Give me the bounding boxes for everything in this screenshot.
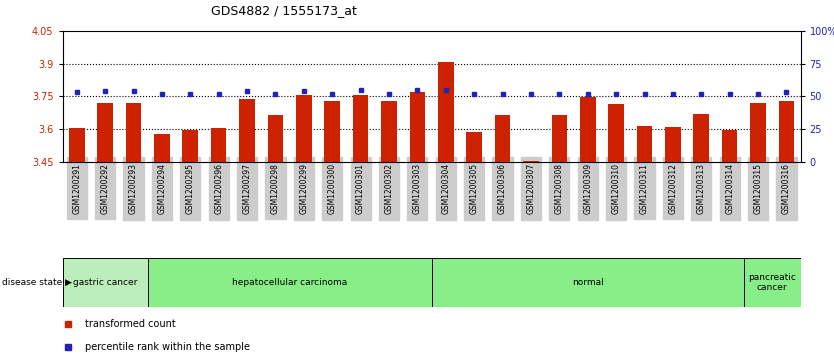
Text: percentile rank within the sample: percentile rank within the sample xyxy=(85,342,250,352)
Bar xyxy=(148,258,432,307)
Bar xyxy=(183,130,198,162)
Bar xyxy=(523,161,539,162)
Text: hepatocellular carcinoma: hepatocellular carcinoma xyxy=(232,278,347,287)
Text: disease state ▶: disease state ▶ xyxy=(2,278,72,287)
Bar xyxy=(69,128,84,162)
Bar xyxy=(98,103,113,162)
Text: pancreatic
cancer: pancreatic cancer xyxy=(748,273,796,292)
Bar xyxy=(608,104,624,162)
Bar xyxy=(580,97,595,162)
Text: transformed count: transformed count xyxy=(85,319,176,329)
Bar xyxy=(636,126,652,162)
Bar xyxy=(665,127,681,162)
Bar xyxy=(722,130,737,162)
Bar xyxy=(381,101,397,162)
Bar xyxy=(268,115,284,162)
Bar xyxy=(438,62,454,162)
Bar xyxy=(409,92,425,162)
Bar xyxy=(239,99,255,162)
Bar xyxy=(466,132,482,162)
Bar xyxy=(744,258,801,307)
Bar xyxy=(551,115,567,162)
Bar xyxy=(751,103,766,162)
Bar xyxy=(63,258,148,307)
Text: normal: normal xyxy=(572,278,604,287)
Text: gastric cancer: gastric cancer xyxy=(73,278,138,287)
Bar xyxy=(694,114,709,162)
Bar xyxy=(126,103,141,162)
Bar xyxy=(353,95,369,162)
Bar xyxy=(779,101,794,162)
Bar xyxy=(324,101,340,162)
Bar xyxy=(296,95,312,162)
Bar xyxy=(432,258,744,307)
Bar xyxy=(211,128,227,162)
Bar xyxy=(154,134,169,162)
Text: GDS4882 / 1555173_at: GDS4882 / 1555173_at xyxy=(211,4,357,17)
Bar xyxy=(495,115,510,162)
